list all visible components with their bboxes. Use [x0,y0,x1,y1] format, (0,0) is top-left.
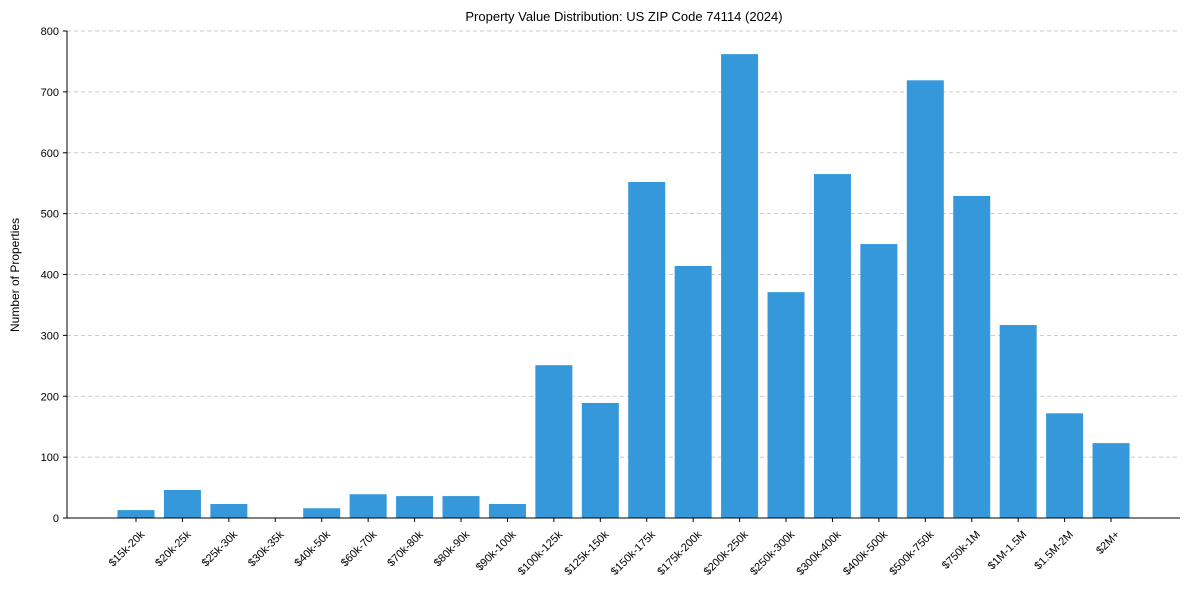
x-tick-label: $250k-300k [748,528,797,577]
x-tick-label: $80k-90k [432,528,473,569]
bar [906,80,944,518]
y-tick-label: 600 [41,148,59,160]
bar [813,174,851,518]
x-tick-label: $175k-200k [655,528,704,577]
bar [1092,443,1130,518]
bar [163,489,201,518]
y-tick-label: 300 [41,330,59,342]
x-tick-label: $750k-1M [940,529,983,572]
chart-title: Property Value Distribution: US ZIP Code… [465,9,782,24]
x-tick-label: $1.5M-2M [1032,529,1076,573]
bar [442,496,480,518]
x-tick-label: $150k-175k [609,528,658,577]
y-tick-label: 400 [41,270,59,282]
bar [535,365,573,518]
x-tick-label: $100k-125k [516,528,565,577]
x-tick-label: $20k-25k [153,528,194,569]
bar [396,496,434,518]
bar [999,325,1037,518]
bar [349,494,387,518]
y-tick-label: 100 [41,452,59,464]
bar [860,244,898,518]
x-tick-label: $15k-20k [107,528,148,569]
y-axis-label: Number of Properties [8,218,22,332]
bar [1046,413,1084,518]
x-tick-label: $200k-250k [702,528,751,577]
bar [581,402,619,518]
x-tick-label: $125k-150k [562,528,611,577]
x-tick-label: $30k-35k [246,528,287,569]
x-tick-label: $2M+ [1094,529,1122,557]
x-tick-label: $25k-30k [200,528,241,569]
x-tick-label: $60k-70k [339,528,380,569]
x-tick-label: $90k-100k [474,528,519,573]
bar [953,195,991,518]
bar [488,503,526,518]
bar [674,265,712,518]
y-tick-label: 200 [41,391,59,403]
x-tick-label: $300k-400k [795,528,844,577]
bar [721,54,759,518]
bar [303,508,341,518]
x-tick-label: $500k-750k [887,528,936,577]
y-tick-label: 500 [41,209,59,221]
x-tick-label: $70k-80k [385,528,426,569]
bar [628,181,666,518]
x-tick-label: $1M-1.5M [986,529,1030,573]
x-tick-label: $400k-500k [841,528,890,577]
y-tick-label: 800 [41,26,59,38]
x-tick-label: $40k-50k [292,528,333,569]
bar [210,503,248,518]
y-tick-label: 700 [41,87,59,99]
y-tick-label: 0 [53,513,59,525]
bar [767,292,805,518]
bar [117,510,155,518]
